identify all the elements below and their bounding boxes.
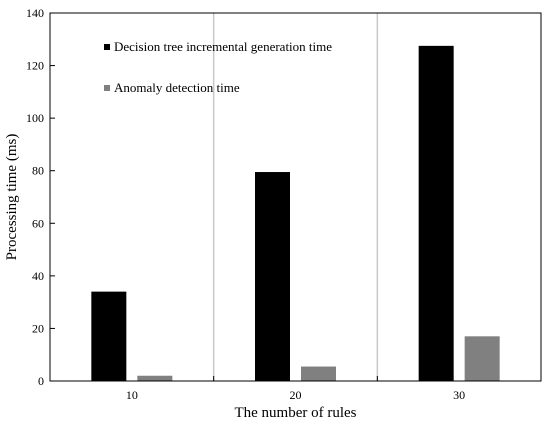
y-tick-label: 0 <box>38 374 44 388</box>
x-tick-label: 20 <box>290 388 302 402</box>
x-axis: 10 20 30 <box>126 376 465 402</box>
legend-label: Anomaly detection time <box>114 80 240 95</box>
y-tick-label: 100 <box>26 111 44 125</box>
legend: Decision tree incremental generation tim… <box>104 39 332 95</box>
bar-decision-tree-30 <box>418 45 454 381</box>
y-tick-label: 60 <box>32 216 44 230</box>
y-tick-label: 120 <box>26 59 44 73</box>
y-axis-title: Processing time (ms) <box>4 134 20 261</box>
bar-decision-tree-10 <box>91 291 127 381</box>
y-tick-label: 80 <box>32 164 44 178</box>
category-separators <box>212 13 379 381</box>
x-axis-title: The number of rules <box>234 405 356 421</box>
plot-frame <box>49 12 542 382</box>
bar-decision-tree-20 <box>255 172 290 381</box>
x-tick-label: 10 <box>126 388 138 402</box>
y-axis: 0 20 40 60 80 100 120 140 <box>26 6 55 388</box>
legend-swatch <box>104 44 110 50</box>
bar-anomaly-detection-20 <box>301 366 336 381</box>
y-tick-label: 20 <box>32 321 44 335</box>
legend-label: Decision tree incremental generation tim… <box>114 39 332 54</box>
bar-anomaly-detection-30 <box>464 336 500 381</box>
y-tick-label: 40 <box>32 269 44 283</box>
x-tick-label: 30 <box>453 388 465 402</box>
y-tick-label: 140 <box>26 6 44 20</box>
legend-swatch <box>104 85 110 91</box>
bars <box>91 45 500 381</box>
bar-anomaly-detection-10 <box>137 375 173 381</box>
